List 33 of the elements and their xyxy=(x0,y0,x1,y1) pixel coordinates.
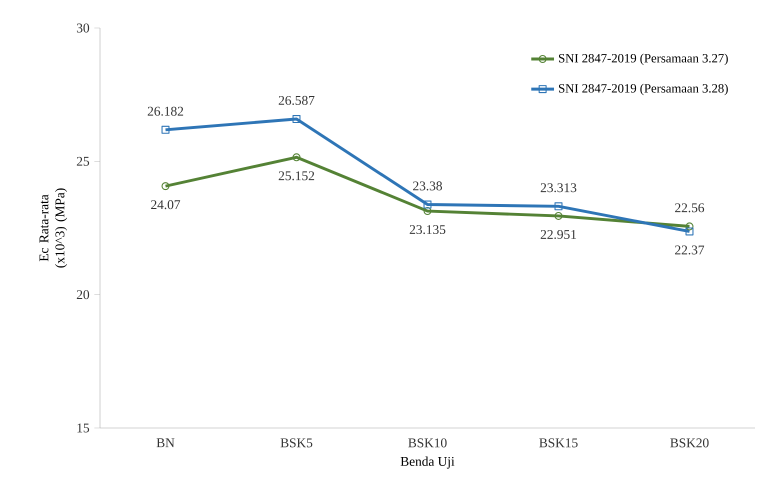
data-label: 25.152 xyxy=(278,171,314,180)
point xyxy=(292,153,301,162)
data-label: 23.135 xyxy=(410,225,446,234)
y-tick-label: 30 xyxy=(76,23,90,32)
x-tick-label: BSK20 xyxy=(670,438,709,448)
legend-label: SNI 2847-2019 (Persamaan 3.27) xyxy=(559,54,728,66)
legend-label: SNI 2847-2019 (Persamaan 3.28) xyxy=(559,84,728,96)
point xyxy=(162,182,170,190)
point xyxy=(292,115,301,124)
x-tick-label: BSK15 xyxy=(539,438,578,448)
point xyxy=(554,212,563,220)
point xyxy=(554,202,563,210)
data-label: 23.38 xyxy=(413,181,442,190)
x-axis-title: Benda Uji xyxy=(400,456,454,469)
point xyxy=(686,227,694,236)
data-label: 26.182 xyxy=(148,106,184,116)
point xyxy=(424,207,432,216)
point xyxy=(162,126,170,134)
y-axis-title: Ec Rata-rata (x10^3) (MPa) xyxy=(40,188,68,268)
x-tick-label: BSK5 xyxy=(280,438,312,448)
data-label: 22.56 xyxy=(675,203,704,212)
data-label: 22.951 xyxy=(540,230,576,240)
data-label: 26.587 xyxy=(278,96,314,105)
data-label: 23.313 xyxy=(540,183,576,192)
point xyxy=(686,222,694,230)
point xyxy=(424,200,432,209)
data-label: 22.37 xyxy=(675,246,704,255)
data-label: 24.07 xyxy=(151,200,180,210)
y-tick-label: 20 xyxy=(76,290,90,300)
y-tick-label: 15 xyxy=(77,424,90,432)
x-tick-label: BSK10 xyxy=(408,438,447,448)
y-tick-label: 25 xyxy=(76,156,90,166)
x-tick-label: BN xyxy=(156,438,174,448)
